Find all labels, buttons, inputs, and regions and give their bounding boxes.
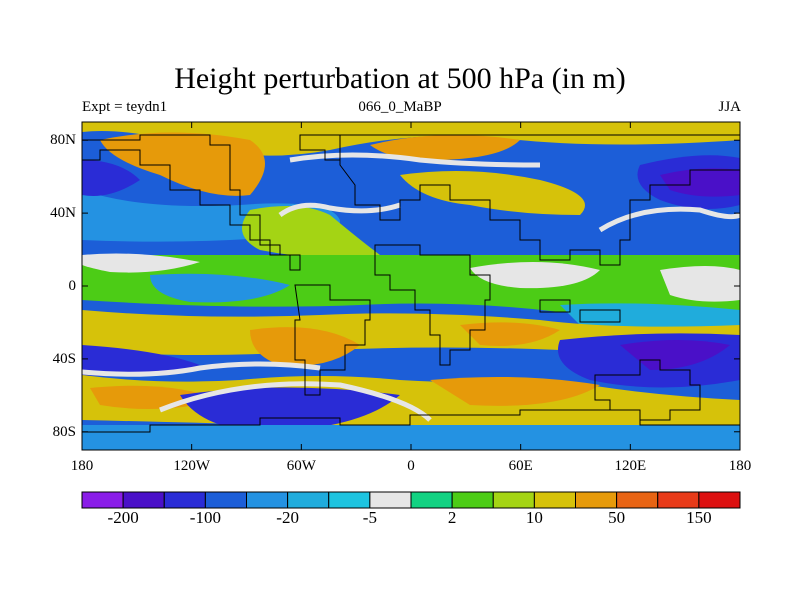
coastlines [82, 134, 740, 433]
lat-tick-label: 40S [52, 350, 76, 367]
colorbar-swatch [533, 491, 576, 509]
lat-tick-label: 40N [50, 205, 76, 222]
field-region [82, 425, 740, 450]
coastline-antarctica [82, 409, 740, 433]
axis-ticks [81, 122, 741, 450]
field-region [150, 273, 290, 303]
field-region [470, 261, 600, 289]
lon-tick-label: 0 [407, 458, 415, 474]
lon-tick-label: 180 [728, 458, 752, 474]
zero-contour [278, 202, 401, 218]
field-region [370, 135, 520, 160]
zero-contour [289, 152, 541, 168]
coastline-greenland [299, 134, 341, 161]
experiment-label: Expt = teydn1 [82, 99, 168, 115]
coastline-africa [374, 244, 491, 366]
colorbar-swatch [287, 491, 330, 509]
lon-tick-label: 120W [173, 458, 210, 474]
field-region [82, 160, 140, 196]
colorbar-swatch [575, 491, 618, 509]
colorbar-tick-label: 2 [447, 508, 457, 527]
zero-contour [159, 381, 432, 422]
colorbar-tick-label: 10 [525, 508, 543, 527]
field-region [180, 387, 400, 432]
colorbar-tick-label: 150 [686, 508, 712, 527]
season-label: JJA [718, 99, 741, 115]
colorbar-tick-label: -200 [107, 508, 139, 527]
lon-tick-label: 60E [508, 458, 533, 474]
colorbar-swatch [410, 491, 453, 509]
colorbar-tick-label: 50 [608, 508, 626, 527]
chart-title: Height perturbation at 500 hPa (in m) [174, 62, 626, 95]
lat-tick-label: 80S [52, 423, 76, 440]
field-region [620, 340, 730, 370]
time-label: 066_0_MaBP [358, 99, 442, 115]
coastline-eurasia [339, 134, 740, 266]
colorbar-swatch [616, 491, 659, 509]
colorbar-swatch [492, 491, 535, 509]
colorbar-swatch [246, 491, 289, 509]
colorbar-tick-label: -20 [276, 508, 299, 527]
colorbar-swatch [163, 491, 206, 509]
zero-contour [598, 206, 740, 233]
colorbar-swatch [657, 491, 700, 509]
colorbar-swatch [204, 491, 247, 509]
lon-tick-label: 120E [614, 458, 647, 474]
field-region [430, 376, 600, 406]
lat-tick-label: 0 [68, 278, 77, 294]
colorbar-swatch [328, 491, 371, 509]
colorbar-swatch [122, 491, 165, 509]
coastline-indonesia [539, 299, 621, 323]
field-region [100, 132, 265, 196]
lon-tick-label: 60W [286, 458, 316, 474]
field-region [660, 168, 740, 197]
field-region [660, 266, 740, 302]
colorbar-swatch [369, 491, 412, 509]
field-region [250, 327, 360, 366]
colorbar-tick-label: -100 [189, 508, 221, 527]
map-plot-area [82, 122, 740, 450]
colorbar [81, 491, 741, 509]
zero-contour [82, 361, 321, 377]
coastline-australia [594, 359, 701, 421]
field-region [400, 171, 585, 215]
colorbar-tick-label: -5 [362, 508, 377, 527]
field-region [82, 345, 200, 377]
coastline-south-america [294, 284, 371, 396]
lat-tick-label: 80N [50, 132, 76, 149]
colorbar-swatch [451, 491, 494, 509]
coastline-north-america [82, 134, 301, 271]
field-region [82, 253, 200, 273]
lon-tick-label: 180 [70, 458, 94, 474]
colorbar-swatch [81, 491, 124, 509]
colorbar-swatch [698, 491, 741, 509]
